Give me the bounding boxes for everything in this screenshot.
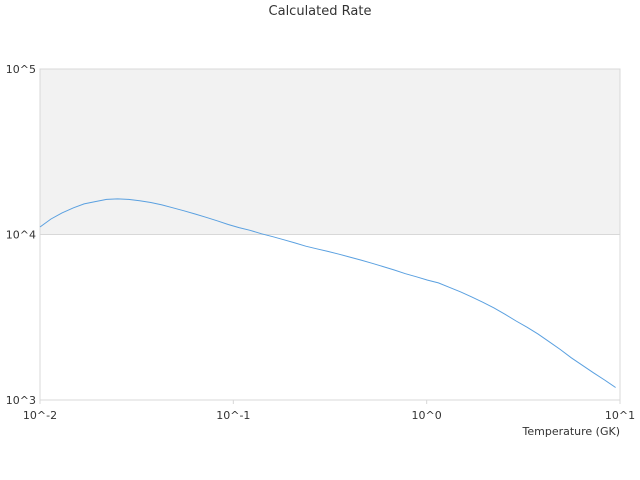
y-tick-label: 10^4 — [6, 229, 36, 242]
series-line — [39, 198, 616, 388]
series-group — [39, 198, 616, 388]
y-axis-ticks: 10^3 10^4 10^5 — [6, 63, 36, 407]
plot-bands — [40, 69, 620, 400]
plot-frame — [39, 68, 621, 401]
chart-title: Calculated Rate — [268, 4, 372, 19]
y-tick-label: 10^3 — [6, 394, 36, 407]
x-axis-ticks: 10^-2 10^-1 10^0 10^1 — [23, 400, 635, 422]
x-tick-label: 10^1 — [605, 409, 635, 422]
x-tick-label: 10^0 — [412, 409, 442, 422]
x-tick-label: 10^-2 — [23, 409, 57, 422]
x-tick-label: 10^-1 — [216, 409, 250, 422]
plot-band — [40, 69, 620, 235]
plot-band — [40, 234, 620, 400]
x-axis-label: Temperature (GK) — [522, 425, 621, 438]
y-tick-label: 10^5 — [6, 63, 36, 76]
